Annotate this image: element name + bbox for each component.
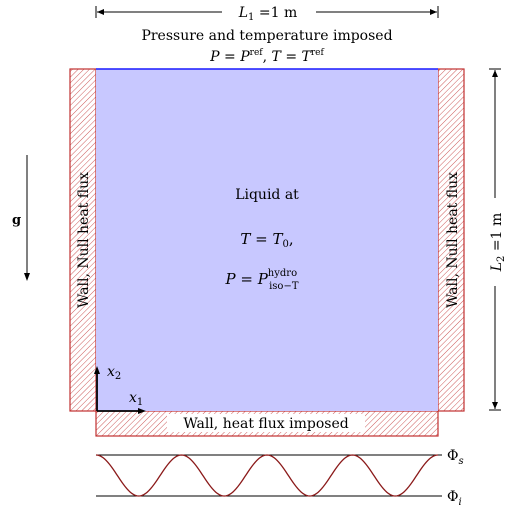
bottom-wall-label: Wall, heat flux imposed xyxy=(183,416,348,432)
bottom-wall-label-bg xyxy=(167,414,365,432)
liquid-pressure: P = Phydro iso−T xyxy=(225,268,299,292)
coordinate-axes xyxy=(94,366,146,414)
top-boundary-equation: P = Pref, T = Tref xyxy=(209,48,324,65)
liquid-temperature: T = T0, xyxy=(240,230,293,250)
liquid-title: Liquid at xyxy=(235,187,299,203)
right-wall-label: Wall, Null heat flux xyxy=(445,172,461,308)
heat-flux-wave xyxy=(95,454,439,497)
left-wall-label: Wall, Null heat flux xyxy=(76,172,92,308)
top-boundary-title: Pressure and temperature imposed xyxy=(141,28,392,44)
right-wall xyxy=(437,68,465,412)
dimension-right-label: L2 =1 m xyxy=(489,213,505,273)
dimension-top-label: L1 =1 m xyxy=(238,5,298,23)
left-wall xyxy=(69,68,97,412)
dimension-top: L1 =1 m xyxy=(95,5,439,23)
gravity-arrow xyxy=(24,155,30,281)
dimension-right: L2 =1 m xyxy=(489,68,505,411)
gravity-label: g xyxy=(12,213,21,228)
phi-s-label: Φs xyxy=(447,448,464,467)
liquid-domain xyxy=(96,69,438,411)
heat-flux-profile xyxy=(95,454,442,497)
axis-x2-label: x2 xyxy=(107,364,121,382)
phi-i-label: Φi xyxy=(447,489,462,508)
axis-x1-label: x1 xyxy=(129,390,143,408)
